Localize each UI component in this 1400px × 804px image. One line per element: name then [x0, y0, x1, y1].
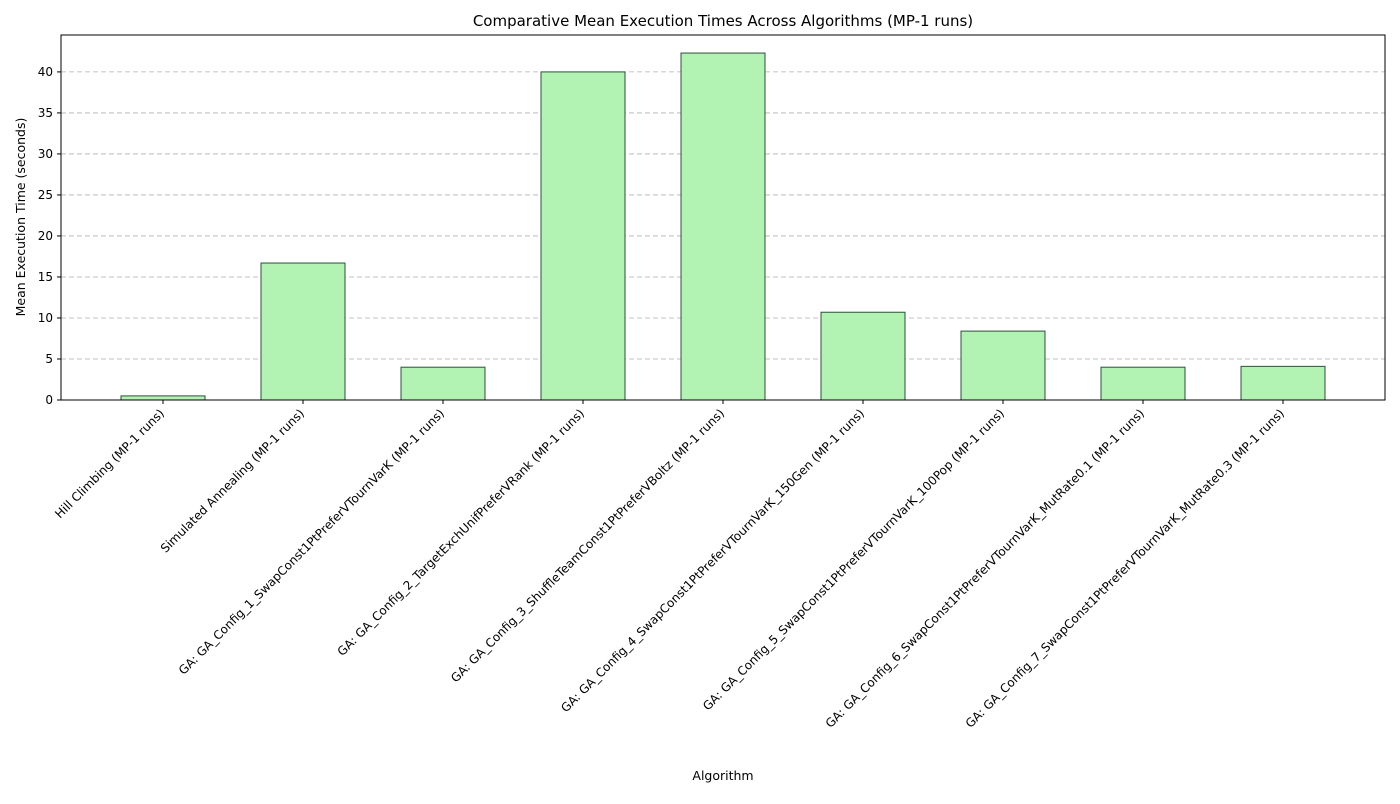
bar	[540, 71, 626, 401]
x-tick-label: GA: GA_Config_2_TargetExchUnifPreferVRan…	[335, 406, 587, 658]
y-tick-label: 15	[38, 270, 53, 284]
x-tick-label: GA: GA_Config_5_SwapConst1PtPreferVTourn…	[700, 406, 1007, 713]
bar	[680, 52, 766, 401]
y-tick-label: 20	[38, 229, 53, 243]
y-tick-label: 30	[38, 147, 53, 161]
x-tick-label: GA: GA_Config_6_SwapConst1PtPreferVTourn…	[823, 406, 1147, 730]
x-tick-label: GA: GA_Config_1_SwapConst1PtPreferVTourn…	[176, 406, 447, 677]
x-tick-label: Simulated Annealing (MP-1 runs)	[158, 406, 307, 555]
y-axis-label: Mean Execution Time (seconds)	[13, 118, 28, 317]
y-tick-label: 40	[38, 65, 53, 79]
x-axis-label: Algorithm	[692, 768, 753, 783]
x-tick-label: GA: GA_Config_7_SwapConst1PtPreferVTourn…	[963, 406, 1287, 730]
x-tick-label: GA: GA_Config_3_ShuffleTeamConst1PtPrefe…	[448, 406, 727, 685]
bar	[1100, 366, 1186, 401]
chart-title: Comparative Mean Execution Times Across …	[473, 12, 973, 30]
bar	[400, 366, 486, 401]
y-tick-label: 25	[38, 188, 53, 202]
bar-layer	[120, 52, 1326, 401]
y-tick-label: 0	[45, 393, 53, 407]
bar	[960, 330, 1046, 401]
x-tick-label: GA: GA_Config_4_SwapConst1PtPreferVTourn…	[558, 406, 867, 715]
x-tick-label: Hill Climbing (MP-1 runs)	[52, 406, 167, 521]
bar	[1240, 365, 1326, 401]
y-tick-label: 5	[45, 352, 53, 366]
x-axis: Hill Climbing (MP-1 runs)Simulated Annea…	[52, 400, 1287, 731]
bar	[820, 311, 906, 401]
bar	[260, 262, 346, 401]
y-axis: 0 5 10 15 20 25 30 35 40	[38, 65, 61, 407]
y-tick-label: 35	[38, 106, 53, 120]
bar	[120, 395, 206, 401]
y-tick-label: 10	[38, 311, 53, 325]
